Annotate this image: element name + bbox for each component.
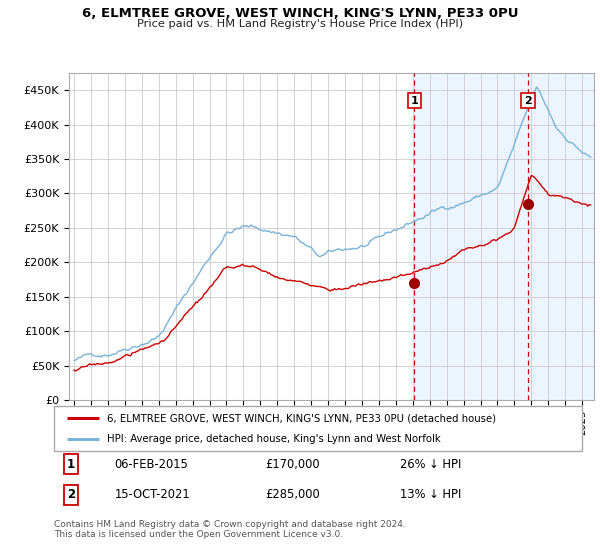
Text: £170,000: £170,000	[265, 458, 320, 470]
Text: 26% ↓ HPI: 26% ↓ HPI	[400, 458, 461, 470]
Text: £285,000: £285,000	[265, 488, 320, 501]
Text: 2: 2	[524, 96, 532, 106]
Text: HPI: Average price, detached house, King's Lynn and West Norfolk: HPI: Average price, detached house, King…	[107, 433, 440, 444]
Text: 13% ↓ HPI: 13% ↓ HPI	[400, 488, 461, 501]
Text: 1: 1	[410, 96, 418, 106]
Text: 6, ELMTREE GROVE, WEST WINCH, KING'S LYNN, PE33 0PU: 6, ELMTREE GROVE, WEST WINCH, KING'S LYN…	[82, 7, 518, 20]
Text: 15-OCT-2021: 15-OCT-2021	[115, 488, 190, 501]
Text: Contains HM Land Registry data © Crown copyright and database right 2024.
This d: Contains HM Land Registry data © Crown c…	[54, 520, 406, 539]
Bar	[415, 73, 600, 400]
Text: 6, ELMTREE GROVE, WEST WINCH, KING'S LYNN, PE33 0PU (detached house): 6, ELMTREE GROVE, WEST WINCH, KING'S LYN…	[107, 413, 496, 423]
Text: 1: 1	[67, 458, 75, 470]
Text: 06-FEB-2015: 06-FEB-2015	[115, 458, 188, 470]
Text: 2: 2	[67, 488, 75, 501]
Text: Price paid vs. HM Land Registry's House Price Index (HPI): Price paid vs. HM Land Registry's House …	[137, 19, 463, 29]
